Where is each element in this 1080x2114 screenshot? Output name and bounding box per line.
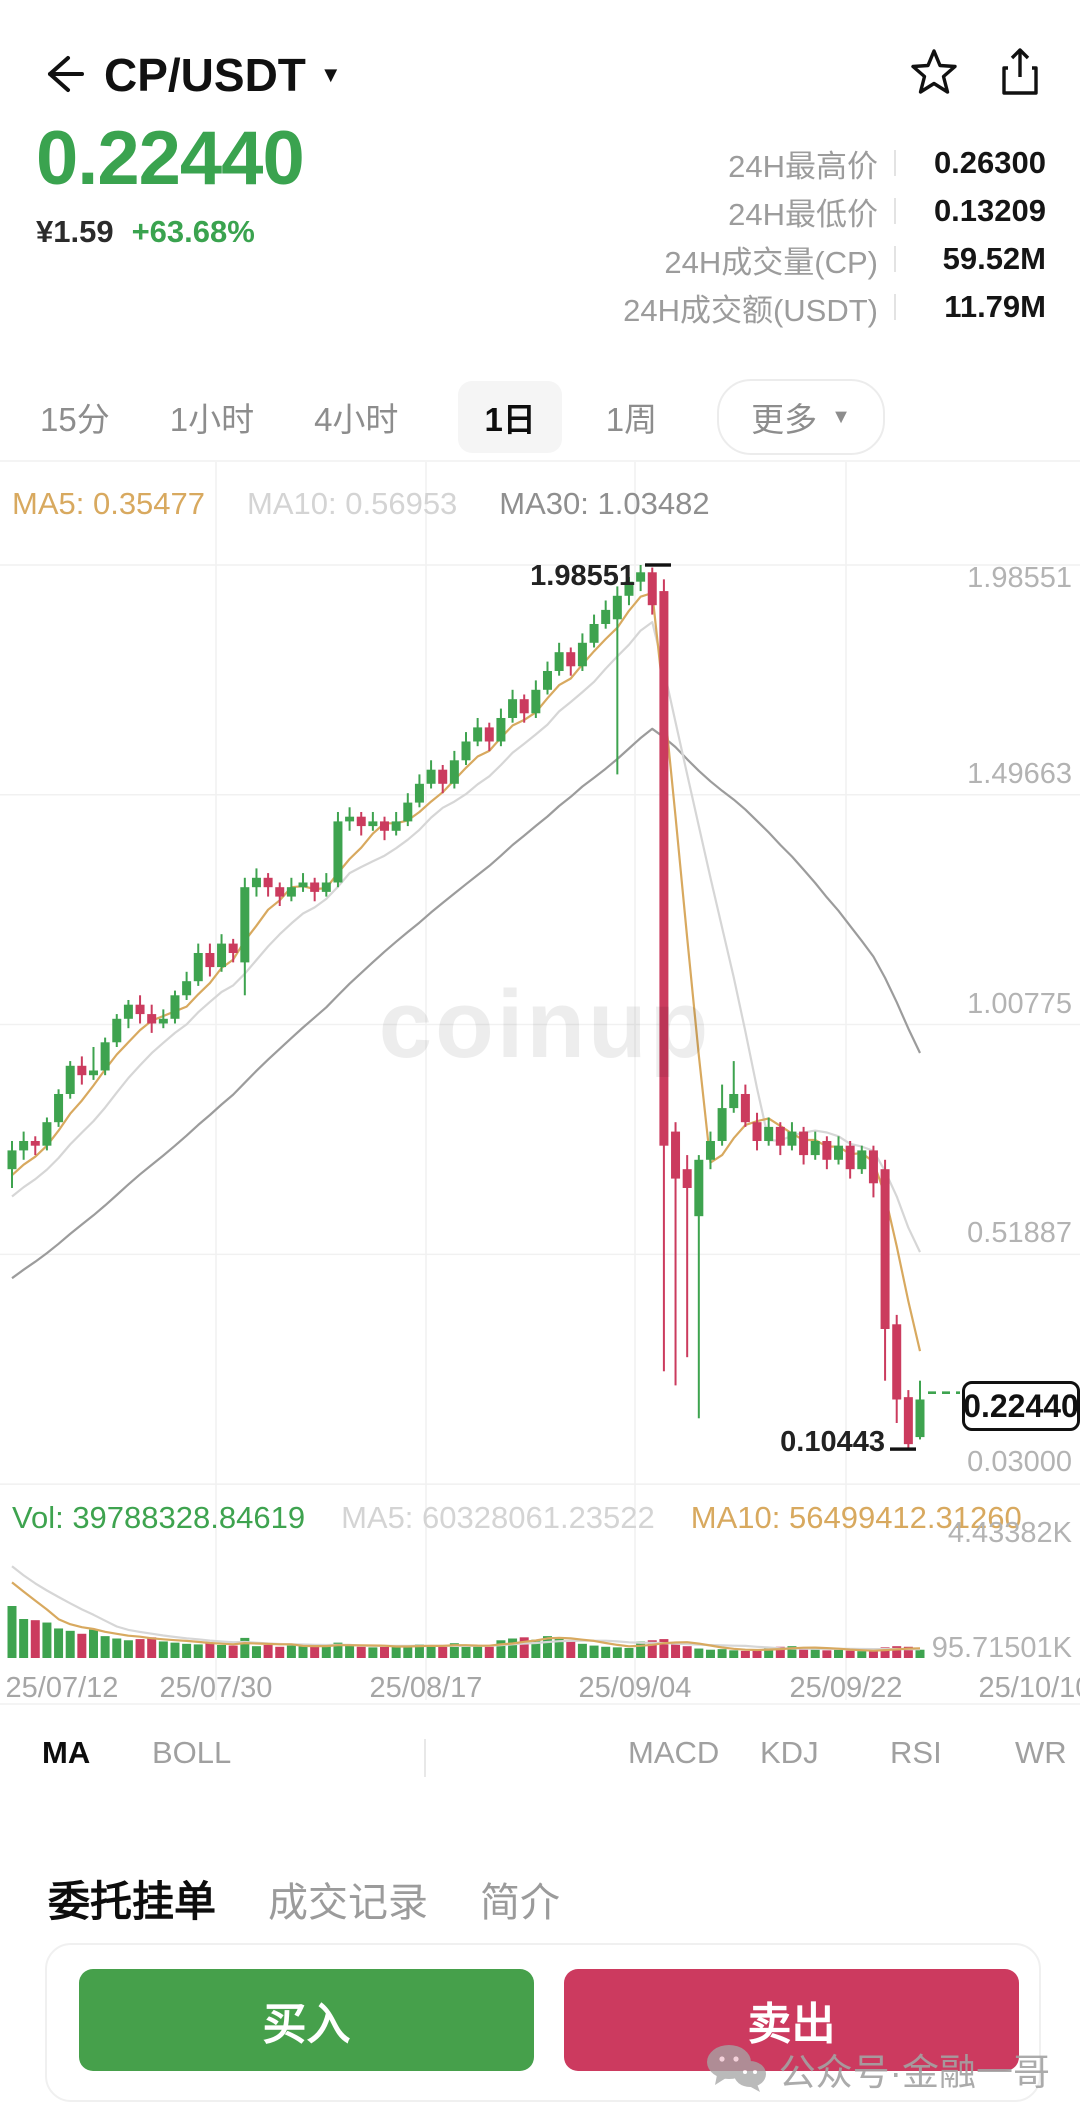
x-axis-tick: 25/09/04 <box>578 1672 692 1704</box>
chart-area: MA5: 0.35477 MA10: 0.56953 MA30: 1.03482… <box>0 460 1080 1706</box>
indicator-tab-wr[interactable]: WR <box>1015 1735 1067 1770</box>
x-axis-tick: 25/10/10 <box>978 1672 1080 1704</box>
indicator-divider <box>424 1739 426 1777</box>
bottom-tabs: 委托挂单 成交记录 简介 <box>48 1868 560 1929</box>
change-percent: +63.68% <box>131 214 255 249</box>
ma10-legend: MA10: 0.56953 <box>247 486 458 521</box>
high-price-marker: 1.98551 <box>530 560 635 592</box>
more-timeframes-button[interactable]: 更多 ▼ <box>717 379 885 455</box>
indicator-tab-macd[interactable]: MACD <box>628 1735 720 1770</box>
more-label: 更多 <box>751 401 818 438</box>
x-axis-tick: 25/07/30 <box>159 1672 273 1704</box>
stat-row-turnover: 24H成交额(USDT) 11.79M <box>623 289 1046 328</box>
stat-row-high: 24H最高价 0.26300 <box>623 145 1046 184</box>
vol-ma5-legend: MA5: 60328061.23522 <box>341 1500 655 1535</box>
vol-ma10-legend: MA10: 56499412.31260 <box>690 1500 1022 1535</box>
y-axis-label: 1.98551 <box>967 562 1072 594</box>
stat-divider <box>894 294 896 320</box>
back-button[interactable] <box>38 50 86 98</box>
chevron-down-icon: ▼ <box>319 62 342 87</box>
tab-open-orders[interactable]: 委托挂单 <box>48 1878 217 1925</box>
share-icon <box>1002 48 1038 95</box>
timeframe-tabs: 15分 1小时 4小时 1日 1周 更多 ▼ <box>40 379 1050 455</box>
buy-button[interactable]: 买入 <box>79 1969 534 2071</box>
y-axis-label: 0.51887 <box>967 1217 1072 1249</box>
low-price-marker: 0.10443 <box>780 1426 885 1458</box>
footer-watermark-text: 公众号·金融一哥 <box>778 2052 1050 2093</box>
price-volume-chart[interactable] <box>0 460 1080 1706</box>
tab-1week[interactable]: 1周 <box>605 401 658 438</box>
y-axis-label: 0.03000 <box>967 1446 1072 1478</box>
chevron-down-icon: ▼ <box>831 405 851 428</box>
stat-label: 24H最高价 <box>728 148 878 184</box>
stat-label: 24H成交额(USDT) <box>623 292 878 328</box>
favorite-star-button[interactable] <box>908 46 960 98</box>
stat-row-volume: 24H成交量(CP) 59.52M <box>623 241 1046 280</box>
tab-15min[interactable]: 15分 <box>40 401 110 438</box>
current-price-tag: 0.22440 <box>962 1381 1080 1431</box>
y-axis-label: 1.00775 <box>967 988 1072 1020</box>
stat-value: 11.79M <box>944 289 1046 324</box>
last-price: 0.22440 <box>36 116 305 201</box>
tab-1day-active[interactable]: 1日 <box>458 381 562 453</box>
footer-watermark: 公众号·金融一哥 <box>705 2042 1050 2096</box>
stat-divider <box>894 198 896 224</box>
stat-label: 24H最低价 <box>728 196 878 232</box>
coinup-watermark: coinup <box>378 971 712 1078</box>
y-axis-label: 1.49663 <box>967 758 1072 790</box>
indicator-tab-kdj[interactable]: KDJ <box>760 1735 819 1770</box>
back-arrow-icon <box>48 56 84 92</box>
x-axis-labels: 25/07/12 25/07/30 25/08/17 25/09/04 25/0… <box>0 1672 1080 1706</box>
volume-axis-bottom: 95.71501K <box>931 1632 1072 1664</box>
stat-value: 0.13209 <box>933 193 1046 228</box>
indicator-tabs: MA BOLL MACD KDJ RSI WR <box>0 1735 1080 1781</box>
stat-value: 59.52M <box>942 241 1046 276</box>
ma5-legend: MA5: 0.35477 <box>12 486 206 521</box>
ticker-block: 0.22440 ¥1.59 +63.68% <box>36 116 305 250</box>
tab-4hour[interactable]: 4小时 <box>314 401 399 438</box>
stats-panel: 24H最高价 0.26300 24H最低价 0.13209 24H成交量(CP)… <box>623 145 1046 328</box>
tab-introduction[interactable]: 简介 <box>480 1881 561 1925</box>
indicator-tab-ma[interactable]: MA <box>42 1735 91 1770</box>
ma30-legend: MA30: 1.03482 <box>499 486 710 521</box>
sell-button[interactable]: 卖出 <box>564 1969 1019 2071</box>
fiat-price: ¥1.59 <box>36 214 114 249</box>
x-axis-tick: 25/08/17 <box>369 1672 483 1704</box>
pair-title: CP/USDT <box>104 49 306 101</box>
star-icon <box>911 49 957 94</box>
stat-divider <box>894 150 896 176</box>
ma-legend: MA5: 0.35477 MA10: 0.56953 MA30: 1.03482 <box>12 486 710 522</box>
header-bar: CP/USDT ▼ <box>0 38 1080 112</box>
order-action-card: 买入 卖出 <box>45 1943 1041 2102</box>
volume-axis-top: 4.43382K <box>947 1517 1072 1549</box>
stat-row-low: 24H最低价 0.13209 <box>623 193 1046 232</box>
stat-value: 0.26300 <box>933 145 1046 180</box>
x-axis-tick: 25/09/22 <box>789 1672 903 1704</box>
pair-selector[interactable]: CP/USDT ▼ <box>104 38 342 112</box>
vol-value-legend: Vol: 39788328.84619 <box>12 1500 306 1535</box>
indicator-tab-rsi[interactable]: RSI <box>890 1735 942 1770</box>
indicator-tab-boll[interactable]: BOLL <box>152 1735 232 1770</box>
stat-label: 24H成交量(CP) <box>664 244 878 280</box>
share-button[interactable] <box>994 46 1046 98</box>
stat-divider <box>894 246 896 272</box>
tab-trade-history[interactable]: 成交记录 <box>268 1881 429 1925</box>
x-axis-tick: 25/07/12 <box>5 1672 119 1704</box>
tab-1hour[interactable]: 1小时 <box>169 401 255 438</box>
wechat-icon <box>706 2045 766 2092</box>
volume-legend: Vol: 39788328.84619 MA5: 60328061.23522 … <box>12 1500 1022 1536</box>
